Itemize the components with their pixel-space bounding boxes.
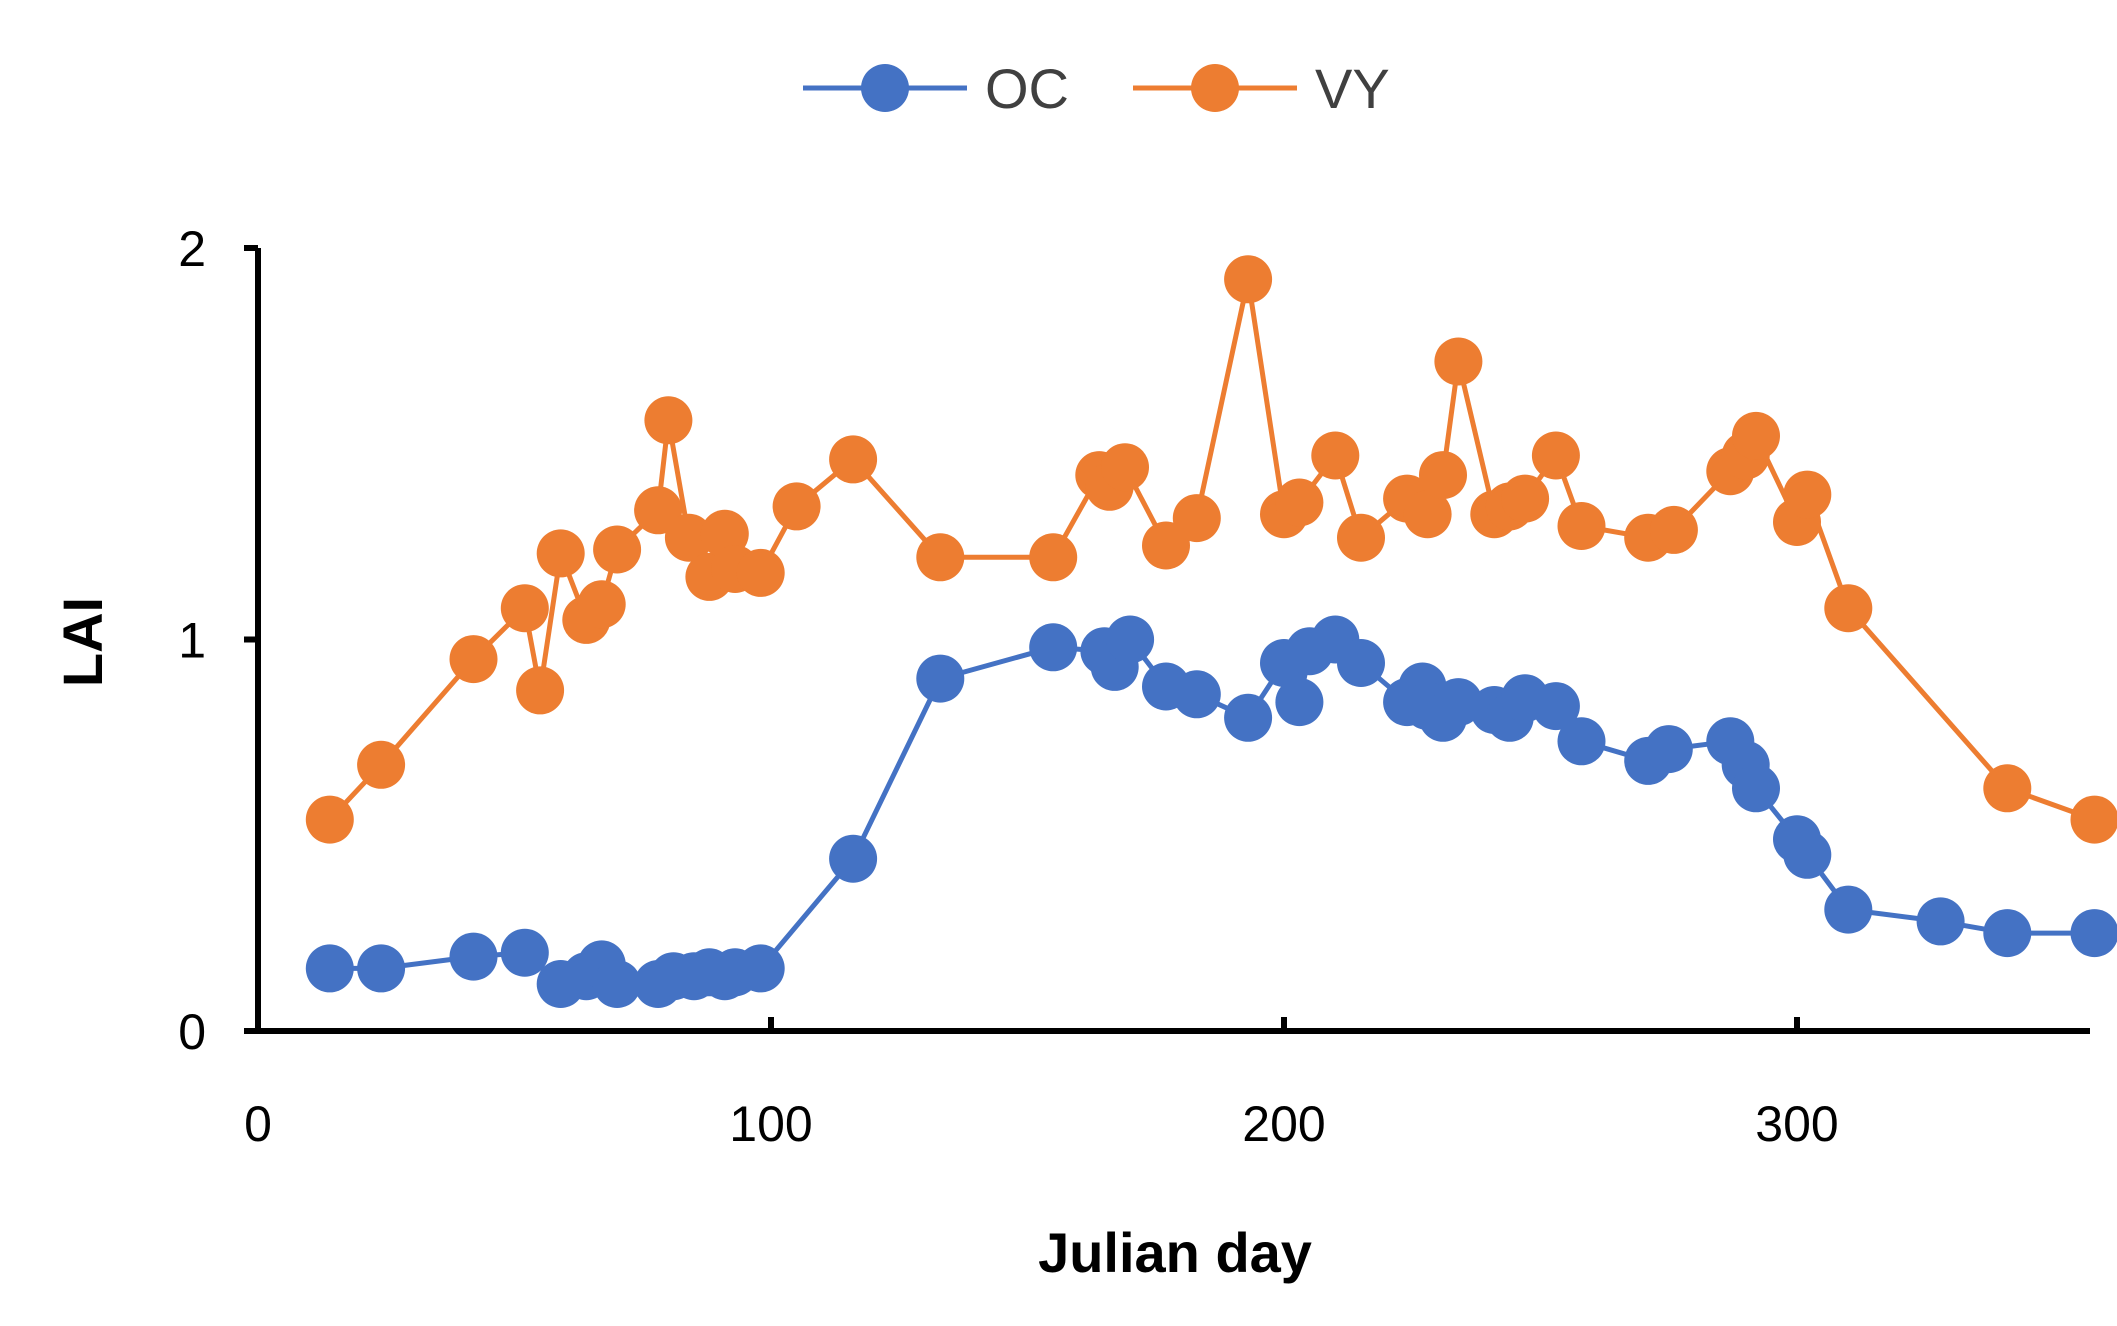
series-vy-point [1557, 502, 1606, 550]
y-axis-title: LAI [51, 597, 114, 687]
series-vy [305, 255, 2117, 844]
legend: OC VY [803, 57, 1390, 120]
series-vy-point [1783, 470, 1832, 519]
series-vy-point [1224, 255, 1273, 304]
legend-vy-marker [1191, 64, 1239, 112]
series-vy-point [357, 740, 406, 789]
y-tick-label-1: 1 [178, 613, 206, 669]
series-oc-point [1106, 615, 1155, 664]
series-vy-point [577, 580, 626, 629]
series-oc-point [357, 944, 406, 993]
series-vy-point [1501, 474, 1550, 523]
legend-vy-label: VY [1315, 57, 1390, 120]
axes: 0 1 2 0 100 200 300 [178, 221, 2090, 1152]
series-oc-point [1172, 670, 1221, 719]
y-tick-label-0: 0 [178, 1004, 206, 1060]
series-vy-point [305, 795, 354, 844]
series-vy-point [664, 513, 713, 562]
series-vy-point [449, 635, 498, 684]
series-vy-point [736, 548, 785, 597]
series-vy-point [2070, 795, 2117, 844]
legend-oc-label: OC [985, 57, 1069, 120]
series-oc-point [1557, 717, 1606, 766]
series-vy-point [536, 529, 585, 578]
series-oc-point [1644, 725, 1693, 774]
series-vy-point [1311, 431, 1360, 480]
series-vy-point [634, 486, 683, 535]
series-vy-point [1419, 451, 1467, 500]
series-vy-point [1531, 431, 1580, 480]
series-vy-point [1434, 337, 1483, 386]
x-tick-label-3: 300 [1755, 1096, 1838, 1152]
series-oc-point [736, 944, 785, 993]
series-oc-point [1916, 897, 1965, 946]
series-vy-point [1983, 764, 2032, 813]
series-vy-point [500, 584, 549, 633]
series-vy-point [1172, 494, 1221, 543]
y-tick-label-2: 2 [178, 221, 206, 277]
series-oc-point [449, 932, 498, 981]
series-vy-point [1029, 533, 1078, 582]
series-oc [305, 615, 2117, 1008]
series-oc-point [1029, 623, 1078, 672]
series-vy-point [1275, 478, 1324, 527]
x-axis-title: Julian day [1038, 1221, 1312, 1284]
series-vy-point [829, 435, 878, 484]
series-oc-point [500, 928, 549, 977]
series-layer [305, 255, 2117, 1008]
series-vy-point [772, 482, 821, 531]
x-tick-label-0: 0 [244, 1096, 272, 1152]
series-oc-point [1531, 682, 1580, 731]
series-vy-point [1649, 505, 1698, 554]
series-oc-point [1275, 678, 1324, 727]
legend-item-vy: VY [1133, 57, 1390, 120]
series-oc-point [1337, 639, 1385, 687]
legend-oc-marker [861, 64, 909, 112]
series-vy-point [1732, 411, 1780, 460]
series-oc-point [305, 944, 354, 993]
series-vy-point [1101, 443, 1149, 492]
series-oc-point [1824, 885, 1873, 934]
series-vy-point [516, 666, 565, 715]
series-oc-point [916, 654, 965, 703]
series-vy-point [1824, 584, 1873, 633]
series-vy-point [644, 396, 693, 445]
series-oc-point [1983, 909, 2032, 958]
series-vy-point [916, 533, 965, 582]
series-oc-point [829, 834, 878, 883]
series-oc-point [593, 960, 642, 1008]
series-oc-point [2070, 909, 2117, 958]
legend-item-oc: OC [803, 57, 1069, 120]
series-oc-point [1224, 693, 1273, 742]
series-oc-point [1732, 764, 1780, 813]
x-tick-label-1: 100 [729, 1096, 812, 1152]
series-vy-point [1403, 490, 1452, 539]
series-oc-point [1434, 678, 1483, 727]
series-oc-point [1783, 830, 1832, 879]
series-vy-point [593, 525, 642, 574]
x-tick-label-2: 200 [1242, 1096, 1325, 1152]
series-vy-point [1142, 521, 1190, 570]
series-vy-point [1337, 513, 1385, 562]
